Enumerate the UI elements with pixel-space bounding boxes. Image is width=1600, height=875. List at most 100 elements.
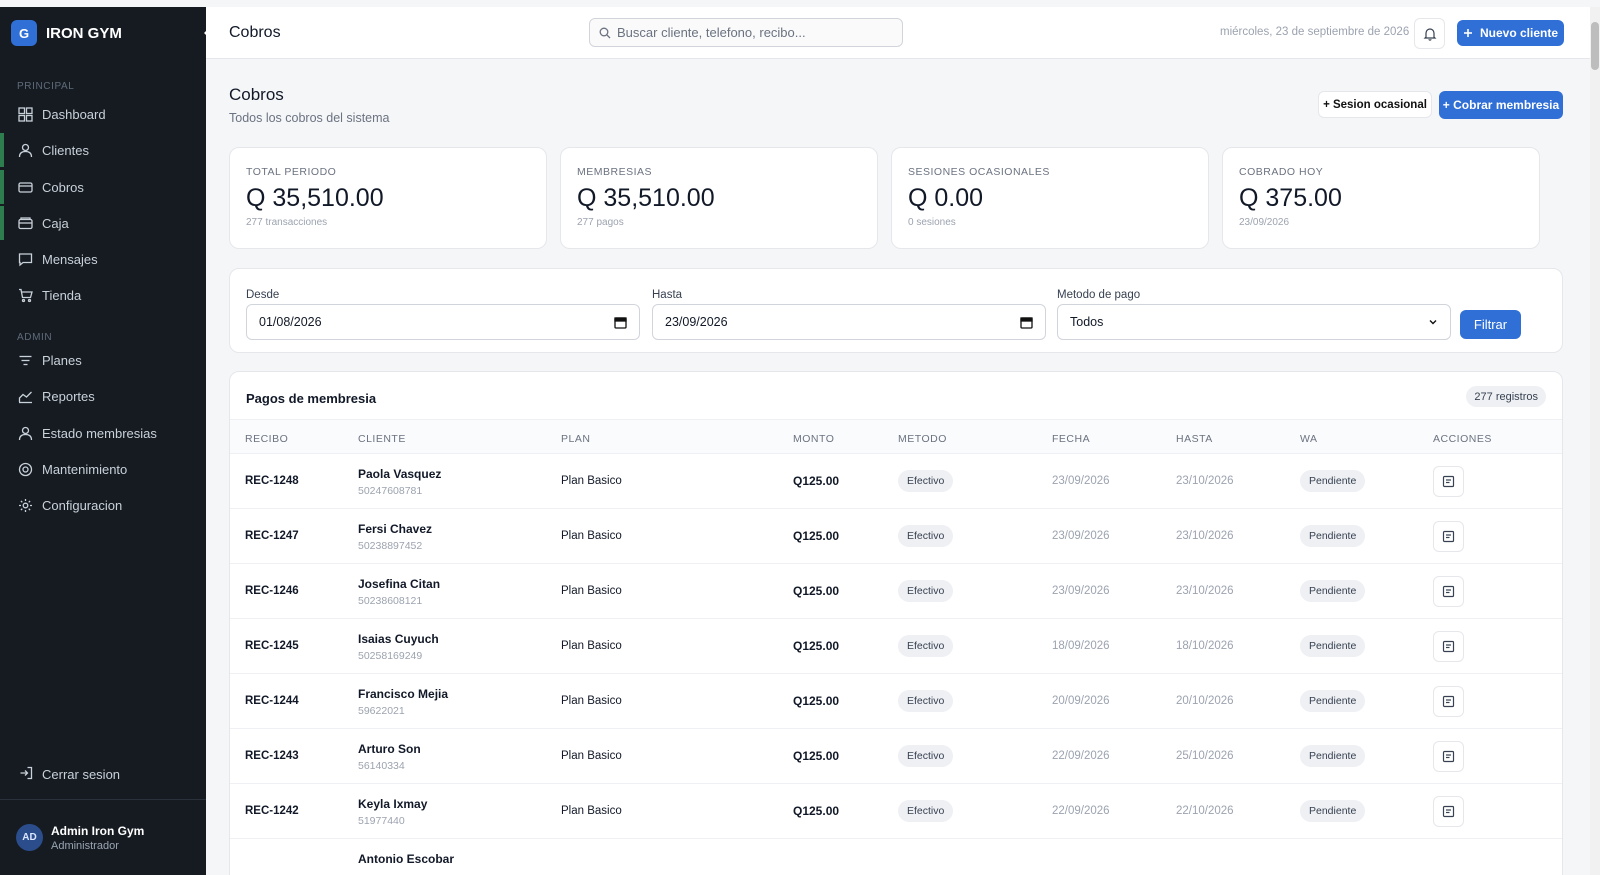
amount: Q125.00 (793, 694, 840, 708)
client-name[interactable]: Paola Vasquez (358, 467, 442, 481)
sidebar-item-cobros[interactable]: Cobros (0, 170, 206, 204)
chevron-down-icon (1429, 320, 1437, 325)
client-name[interactable]: Isaias Cuyuch (358, 632, 439, 646)
table-row[interactable]: REC-1244 Francisco Mejia 59622021 Plan B… (230, 674, 1562, 729)
receipt-icon (1442, 585, 1455, 598)
sidebar-item-clientes[interactable]: Clientes (0, 133, 206, 167)
new-client-button[interactable]: Nuevo cliente (1457, 20, 1564, 46)
stat-card-sesiones: SESIONES OCASIONALES Q 0.00 0 sesiones (891, 147, 1209, 249)
receipt-action-button[interactable] (1433, 686, 1464, 717)
amount: Q125.00 (793, 804, 840, 818)
stat-label: COBRADO HOY (1239, 166, 1324, 178)
page-scrollbar[interactable] (1590, 7, 1600, 875)
calendar-icon (1020, 316, 1033, 329)
column-header[interactable]: MONTO (793, 433, 835, 445)
scrollbar-thumb[interactable] (1591, 22, 1599, 70)
chart-icon (17, 388, 33, 404)
valid-until: 23/10/2026 (1176, 530, 1234, 542)
sesion-ocasional-button[interactable]: + Sesion ocasional (1318, 91, 1432, 118)
table-row[interactable]: REC-1246 Josefina Citan 50238608121 Plan… (230, 564, 1562, 619)
current-date: miércoles, 23 de septiembre de 2026 (1220, 26, 1410, 38)
stat-label: MEMBRESIAS (577, 166, 653, 178)
sidebar-item-tienda[interactable]: Tienda (0, 278, 206, 312)
search-input[interactable] (617, 25, 887, 40)
plus-icon (1463, 29, 1472, 37)
sidebar-item-reportes[interactable]: Reportes (0, 379, 206, 413)
bell-icon (1423, 27, 1436, 41)
column-header[interactable]: ACCIONES (1433, 433, 1492, 445)
table-row[interactable]: REC-1242 Keyla Ixmay 51977440 Plan Basic… (230, 784, 1562, 839)
table-row[interactable]: REC-1245 Isaias Cuyuch 50258169249 Plan … (230, 619, 1562, 674)
payment-date: 22/09/2026 (1052, 750, 1110, 762)
payment-date: 23/09/2026 (1052, 530, 1110, 542)
receipt-action-button[interactable] (1433, 466, 1464, 497)
sidebar-item-mantenimiento[interactable]: Mantenimiento (0, 452, 206, 486)
sidebar-item-mensajes[interactable]: Mensajes (0, 242, 206, 276)
logout-button[interactable]: Cerrar sesion (0, 759, 206, 789)
client-name[interactable]: Fersi Chavez (358, 522, 433, 536)
receipt-icon (1442, 640, 1455, 653)
metodo-select[interactable]: Todos (1057, 304, 1451, 340)
wa-status-badge: Pendiente (1300, 690, 1366, 712)
main-content: Cobros Todos los cobros del sistema + Se… (206, 60, 1590, 875)
receipt-action-button[interactable] (1433, 576, 1464, 607)
cobrar-membresia-button[interactable]: + Cobrar membresia (1439, 91, 1563, 119)
desde-value: 01/08/2026 (259, 315, 322, 329)
receipt-action-button[interactable] (1433, 631, 1464, 662)
wa-status-badge: Pendiente (1300, 635, 1366, 657)
filter-icon (17, 352, 33, 368)
grid-icon (17, 106, 33, 122)
sidebar-item-caja[interactable]: Caja (0, 206, 206, 240)
client-name[interactable]: Keyla Ixmay (358, 797, 428, 811)
payment-date: 22/09/2026 (1052, 805, 1110, 817)
valid-until: 23/10/2026 (1176, 475, 1234, 487)
receipt-action-button[interactable] (1433, 521, 1464, 552)
brand-name: IRON GYM (46, 24, 122, 42)
column-header[interactable]: METODO (898, 433, 947, 445)
client-name[interactable]: Arturo Son (358, 742, 421, 756)
filter-button[interactable]: Filtrar (1460, 310, 1521, 339)
brand[interactable]: G IRON GYM (0, 7, 206, 59)
calendar-icon (614, 316, 627, 329)
sidebar-item-label: Clientes (42, 142, 89, 158)
payment-method-badge: Efectivo (898, 470, 954, 492)
client-name[interactable]: Antonio Escobar (358, 852, 455, 866)
client-name[interactable]: Josefina Citan (358, 577, 441, 591)
receipt-icon (1442, 530, 1455, 543)
user-profile[interactable]: AD Admin Iron Gym Administrador (0, 799, 206, 875)
column-header[interactable]: HASTA (1176, 433, 1213, 445)
column-header[interactable]: FECHA (1052, 433, 1091, 445)
stat-card-total: TOTAL PERIODO Q 35,510.00 277 transaccio… (229, 147, 547, 249)
payment-method-badge: Efectivo (898, 745, 954, 767)
notifications-button[interactable] (1414, 18, 1445, 49)
receipt-action-button[interactable] (1433, 796, 1464, 827)
amount: Q125.00 (793, 584, 840, 598)
payment-method-badge: Efectivo (898, 525, 954, 547)
client-phone: 56140334 (358, 760, 405, 772)
search-box[interactable] (589, 18, 903, 47)
column-header[interactable]: WA (1300, 433, 1318, 445)
user-name: Admin Iron Gym (51, 823, 145, 838)
table-row[interactable]: REC-1248 Paola Vasquez 50247608781 Plan … (230, 454, 1562, 509)
target-icon (17, 461, 33, 477)
sidebar-item-label: Planes (42, 352, 82, 368)
hasta-date-input[interactable]: 23/09/2026 (652, 304, 1046, 340)
column-header[interactable]: CLIENTE (358, 433, 406, 445)
records-count-badge: 277 registros (1466, 386, 1546, 407)
sidebar-item-estado-membresias[interactable]: Estado membresias (0, 416, 206, 450)
table-row[interactable]: Antonio Escobar (230, 839, 1562, 875)
table-row[interactable]: REC-1247 Fersi Chavez 50238897452 Plan B… (230, 509, 1562, 564)
plan-name: Plan Basico (561, 805, 622, 817)
sidebar-item-configuracion[interactable]: Configuracion (0, 488, 206, 522)
table-row[interactable]: REC-1243 Arturo Son 56140334 Plan Basico… (230, 729, 1562, 784)
wa-status-badge: Pendiente (1300, 470, 1366, 492)
receipt-action-button[interactable] (1433, 741, 1464, 772)
filters-panel: Desde 01/08/2026 Hasta 23/09/2026 Metodo… (229, 268, 1563, 353)
column-header[interactable]: RECIBO (245, 433, 289, 445)
column-header[interactable]: PLAN (561, 433, 591, 445)
sidebar-item-planes[interactable]: Planes (0, 343, 206, 377)
client-phone: 50238897452 (358, 540, 423, 552)
sidebar-item-dashboard[interactable]: Dashboard (0, 97, 206, 131)
client-name[interactable]: Francisco Mejia (358, 687, 449, 701)
desde-date-input[interactable]: 01/08/2026 (246, 304, 640, 340)
